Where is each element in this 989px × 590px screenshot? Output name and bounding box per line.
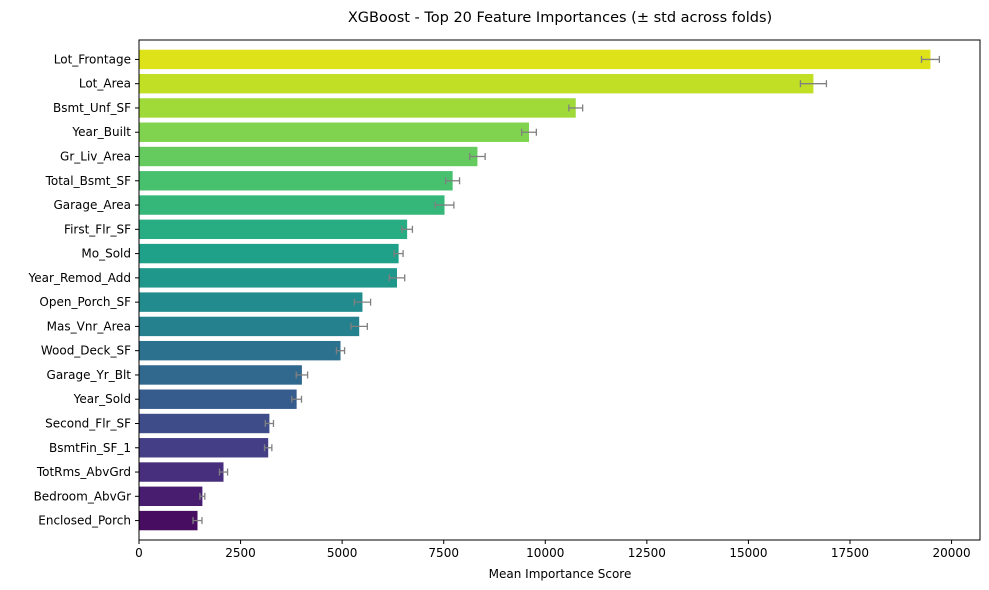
error-bar <box>469 153 486 161</box>
bar <box>139 73 814 94</box>
y-tick-label: Wood_Deck_SF <box>41 344 131 358</box>
x-tick-label: 12500 <box>628 546 666 560</box>
y-tick-label: BsmtFin_SF_1 <box>49 441 131 455</box>
x-tick-label: 7500 <box>428 546 459 560</box>
y-tick-label: First_Flr_SF <box>64 222 131 236</box>
error-bar <box>218 468 229 476</box>
y-tick-label: Bsmt_Unf_SF <box>53 101 131 115</box>
error-bar <box>445 177 461 185</box>
x-tick-label: 0 <box>135 546 143 560</box>
y-tick-label: Second_Flr_SF <box>45 416 131 430</box>
y-tick-label: Mo_Sold <box>81 247 131 261</box>
error-bar <box>401 225 414 233</box>
bar <box>139 340 341 361</box>
error-bars-layer <box>192 55 941 525</box>
y-axis: Lot_Frontage Lot_Area Bsmt_Unf_SF Year_Buil… <box>28 52 139 528</box>
error-bar <box>353 298 372 306</box>
error-bar <box>263 444 273 452</box>
x-tick-label: 20000 <box>932 546 970 560</box>
chart-title: XGBoost - Top 20 Feature Importances (± … <box>348 10 772 26</box>
error-bar <box>393 250 404 258</box>
y-tick-label: Open_Porch_SF <box>39 295 131 309</box>
error-bar <box>568 104 584 112</box>
bar <box>139 438 269 458</box>
bar <box>139 122 530 142</box>
y-tick-label: Mas_Vnr_Area <box>47 319 131 333</box>
bar <box>139 510 198 531</box>
error-bar <box>388 274 406 282</box>
y-tick-label: TotRms_AbvGrd <box>36 465 131 479</box>
bar <box>139 49 931 70</box>
y-tick-label: Enclosed_Porch <box>38 514 131 528</box>
bar <box>139 389 297 409</box>
y-tick-label: Bedroom_AbvGr <box>34 489 132 503</box>
x-tick-label: 10000 <box>526 546 564 560</box>
bar <box>139 98 576 118</box>
bars-layer <box>139 49 931 531</box>
error-bar <box>295 371 309 379</box>
y-tick-label: Lot_Frontage <box>54 52 131 66</box>
x-tick-label: 5000 <box>327 546 358 560</box>
x-tick-label: 15000 <box>729 546 767 560</box>
bar <box>139 462 224 482</box>
bar <box>139 171 453 191</box>
plot-frame <box>138 39 981 541</box>
bar <box>139 243 399 264</box>
y-tick-label: Lot_Area <box>79 77 131 91</box>
error-bar <box>434 201 455 209</box>
error-bar <box>521 128 537 136</box>
y-tick-label: Garage_Area <box>53 198 131 212</box>
bar <box>139 292 363 312</box>
bar <box>139 486 203 507</box>
bar <box>139 316 360 337</box>
bar <box>139 146 478 167</box>
x-axis: 0 2500 5000 7500 10000 12500 15000 17500 20000 <box>135 540 971 560</box>
bar <box>139 413 270 434</box>
y-tick-label: Total_Bsmt_SF <box>45 174 132 188</box>
error-bar <box>920 55 941 63</box>
x-axis-label: Mean Importance Score <box>489 567 632 581</box>
error-bar <box>192 517 203 525</box>
error-bar <box>335 347 346 355</box>
error-bar <box>199 492 206 500</box>
x-tick-label: 17500 <box>831 546 869 560</box>
y-tick-label: Gr_Liv_Area <box>60 150 131 164</box>
error-bar <box>264 419 275 427</box>
y-tick-label: Garage_Yr_Blt <box>47 368 132 382</box>
x-tick-label: 2500 <box>225 546 256 560</box>
error-bar <box>291 395 303 403</box>
bar <box>139 268 397 288</box>
y-tick-label: Year_Remod_Add <box>28 271 131 285</box>
error-bar <box>799 80 828 88</box>
bar <box>139 365 302 385</box>
error-bar <box>350 322 368 330</box>
bar <box>139 219 408 240</box>
bar <box>139 195 445 215</box>
y-tick-label: Year_Built <box>71 125 131 139</box>
y-tick-label: Year_Sold <box>73 392 131 406</box>
